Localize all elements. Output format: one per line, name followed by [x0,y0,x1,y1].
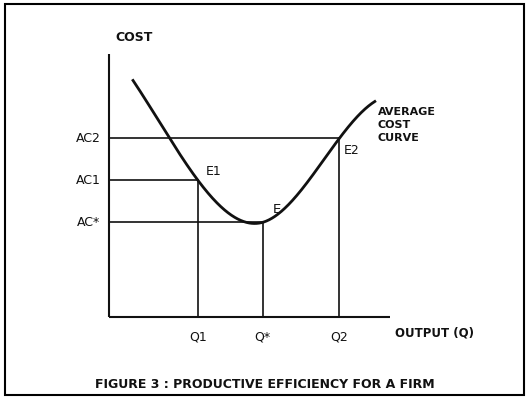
Text: COST: COST [115,31,153,44]
Text: E1: E1 [205,165,221,178]
Text: OUTPUT (Q): OUTPUT (Q) [396,326,475,339]
Text: Q2: Q2 [331,330,348,343]
Text: AC2: AC2 [76,132,101,145]
Text: AC*: AC* [77,216,101,229]
Text: FIGURE 3 : PRODUCTIVE EFFICIENCY FOR A FIRM: FIGURE 3 : PRODUCTIVE EFFICIENCY FOR A F… [95,378,434,391]
Text: AC1: AC1 [76,174,101,187]
Text: E2: E2 [344,144,360,156]
Text: AVERAGE
COST
CURVE: AVERAGE COST CURVE [378,107,436,143]
Text: Q1: Q1 [189,330,207,343]
Text: E: E [273,203,281,216]
Text: Q*: Q* [254,330,271,343]
